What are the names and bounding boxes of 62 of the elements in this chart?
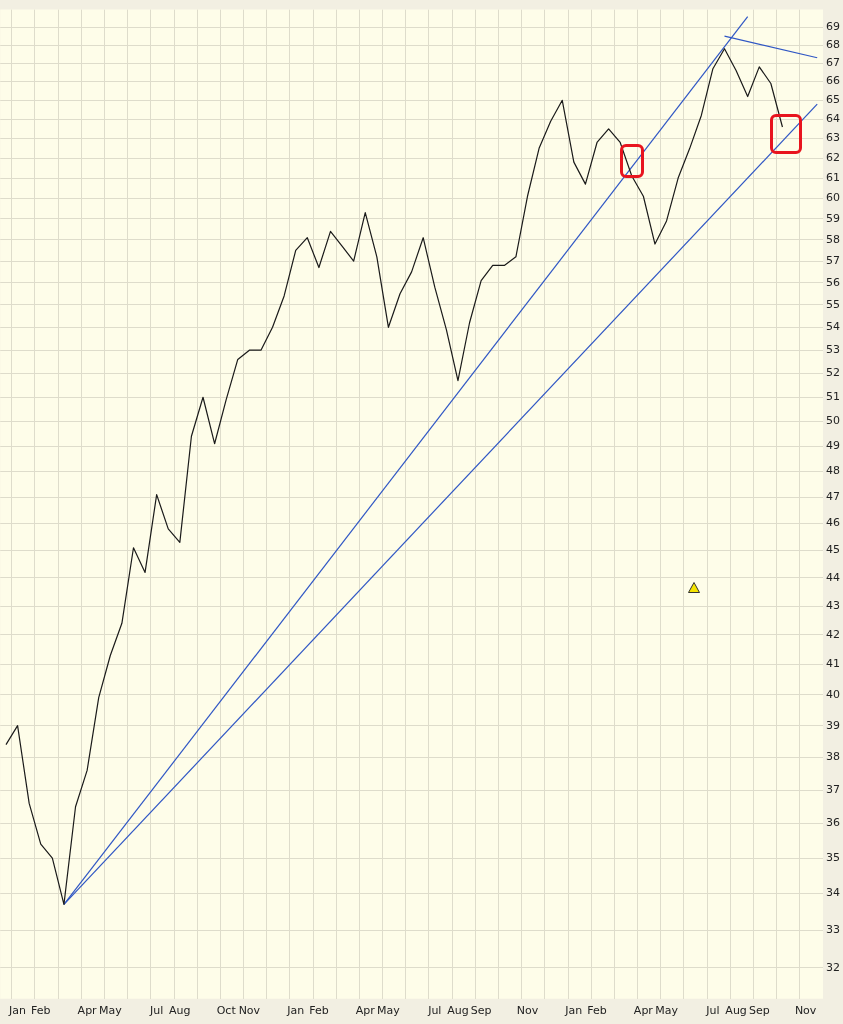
x-tick-label: Jan — [564, 1004, 583, 1018]
y-tick-label: 54 — [826, 320, 840, 334]
y-tick-label: 40 — [826, 687, 840, 701]
y-tick-label: 46 — [826, 516, 840, 530]
x-tick-label: Aug — [169, 1004, 191, 1018]
y-tick-label: 45 — [826, 543, 840, 557]
y-tick-label: 56 — [826, 275, 840, 289]
y-tick-label: 63 — [826, 131, 840, 145]
x-tick-label: Feb — [31, 1004, 51, 1018]
y-tick-label: 51 — [826, 390, 840, 404]
y-tick-label: 36 — [826, 816, 840, 830]
x-tick-label: Jul — [149, 1004, 164, 1018]
y-tick-label: 60 — [826, 191, 840, 205]
y-tick-label: 58 — [826, 232, 840, 246]
y-tick-label: 52 — [826, 366, 840, 380]
x-tick-label: Nov — [516, 1004, 539, 1018]
x-tick-label: Jan — [8, 1004, 27, 1018]
x-tick-label: May — [98, 1004, 123, 1018]
y-tick-label: 69 — [826, 20, 840, 34]
y-tick-label: 55 — [826, 297, 840, 311]
x-tick-label: Feb — [309, 1004, 329, 1018]
x-tick-label: May — [377, 1004, 401, 1018]
x-tick-label: Sep — [748, 1004, 770, 1018]
y-tick-label: 57 — [826, 253, 840, 267]
y-tick-label: 38 — [826, 750, 840, 764]
y-tick-label: 39 — [826, 718, 840, 732]
y-tick-label: 43 — [826, 598, 840, 612]
y-tick-label: 62 — [826, 151, 840, 165]
y-tick-label: 32 — [826, 960, 840, 974]
x-tick-label: Aug — [725, 1004, 747, 1018]
x-tick-label: Apr — [633, 1004, 654, 1018]
y-tick-label: 47 — [826, 490, 840, 504]
y-tick-label: 42 — [826, 627, 840, 641]
x-tick-label: Sep — [470, 1004, 492, 1018]
y-tick-label: 33 — [826, 923, 840, 936]
y-tick-label: 49 — [826, 439, 840, 453]
y-tick-label: 48 — [826, 464, 840, 478]
x-tick-label: Apr — [355, 1004, 376, 1018]
x-tick-label: Jan — [286, 1004, 305, 1018]
x-tick-label: Nov — [238, 1004, 261, 1018]
y-tick-label: 64 — [826, 112, 840, 126]
x-tick-label: Jul — [705, 1004, 720, 1018]
x-tick-label: Feb — [587, 1004, 607, 1018]
y-tick-label: 59 — [826, 211, 840, 225]
y-tick-label: 34 — [826, 886, 840, 900]
y-tick-label: 65 — [826, 93, 840, 107]
x-tick-label: Jul — [427, 1004, 442, 1018]
y-tick-label: 66 — [826, 74, 840, 88]
y-tick-label: 50 — [826, 414, 840, 428]
y-tick-label: 53 — [826, 343, 840, 357]
x-tick-label: Aug — [447, 1004, 469, 1018]
y-tick-label: 67 — [826, 56, 840, 70]
x-tick-label: Oct — [216, 1004, 237, 1018]
y-tick-label: 41 — [826, 657, 840, 671]
y-tick-label: 35 — [826, 850, 840, 864]
y-tick-label: 68 — [826, 37, 840, 51]
y-tick-label: 37 — [826, 782, 840, 796]
x-tick-label: May — [655, 1004, 679, 1018]
x-tick-label: Apr — [77, 1004, 98, 1018]
x-tick-label: Nov — [794, 1004, 817, 1018]
y-tick-label: 61 — [826, 170, 840, 184]
y-tick-label: 44 — [826, 570, 840, 584]
